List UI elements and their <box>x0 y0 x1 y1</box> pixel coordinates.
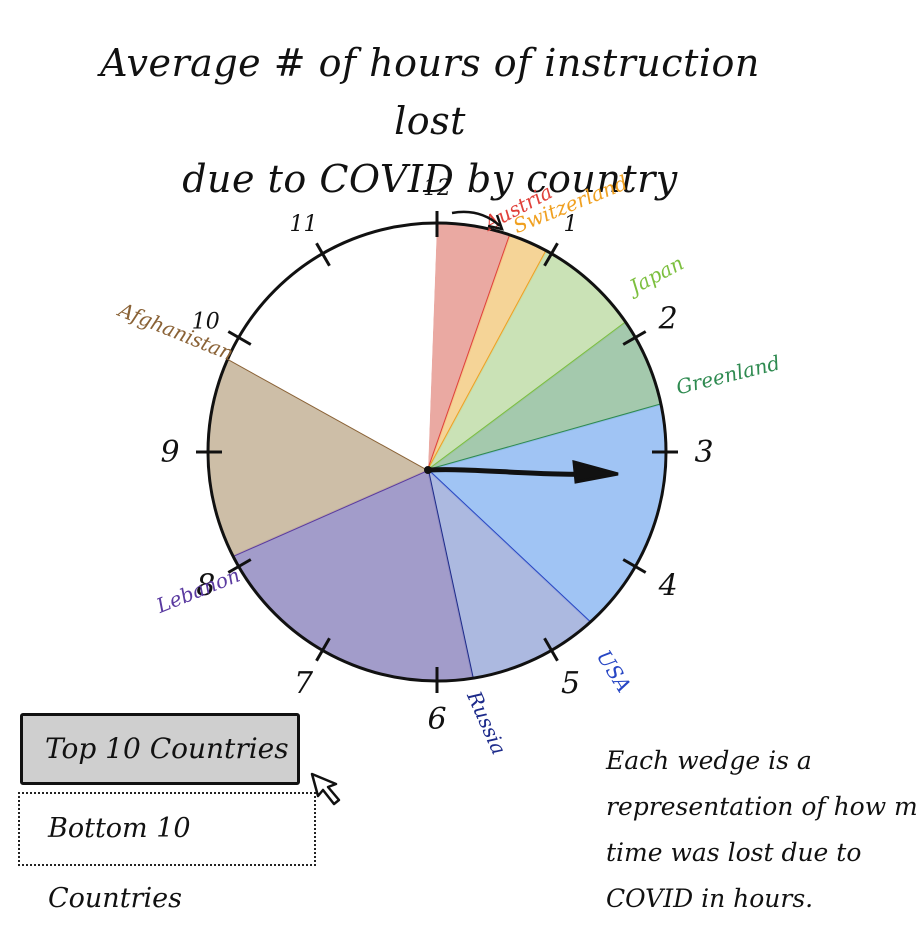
clock-number-3: 3 <box>694 435 713 470</box>
clock-tick-7 <box>315 637 331 662</box>
pie-slice-greenland <box>428 322 661 470</box>
start-arrow <box>451 210 501 227</box>
clock-number-10: 10 <box>192 310 220 335</box>
pie-slices <box>208 223 667 682</box>
pointer-cursor-icon <box>310 772 341 806</box>
pie-slice-afghanistan <box>208 358 428 556</box>
clock-number-9: 9 <box>160 435 179 470</box>
clock-number-7: 7 <box>294 666 314 701</box>
clock-number-5: 5 <box>561 666 580 701</box>
note-line-3: time was lost due to <box>606 838 862 867</box>
clock-number-8: 8 <box>196 569 215 604</box>
clock-tick-8 <box>227 558 252 574</box>
clock-tick-1 <box>543 242 559 267</box>
explanation-note: Each wedge is a representation of how mu… <box>606 738 916 922</box>
start-arrow-head <box>487 214 504 231</box>
pie-slice-russia <box>428 470 591 679</box>
clock-number-2: 2 <box>658 302 678 337</box>
clock-center <box>424 466 432 474</box>
clock-tick-11 <box>315 242 331 267</box>
label-japan: Japan <box>622 251 688 301</box>
pie-slice-usa <box>428 404 667 623</box>
clock-ticks <box>196 211 678 693</box>
pie-slice-switzerland <box>428 235 547 470</box>
clock-tick-10 <box>227 330 252 346</box>
clock-number-1: 1 <box>564 212 578 237</box>
clock-tick-2 <box>622 330 647 346</box>
clock-number-6: 6 <box>427 702 446 737</box>
note-line-1: Each wedge is a <box>606 746 812 775</box>
clock-number-4: 4 <box>658 569 678 604</box>
chart-title: Average # of hours of instruction lost d… <box>60 34 800 208</box>
pie-slice-unassigned <box>227 223 437 470</box>
clock-tick-4 <box>622 558 647 574</box>
chart-title-line-1: Average # of hours of instruction lost <box>100 41 760 143</box>
label-russia: Russia <box>462 686 512 758</box>
chart-title-line-2: due to COVID by country <box>182 157 678 201</box>
clock-number-12: 12 <box>423 176 451 201</box>
clock-hand-arrowhead <box>572 459 619 484</box>
label-greenland: Greenland <box>674 350 783 399</box>
label-usa: USA <box>592 646 636 697</box>
clock-tick-5 <box>543 637 559 662</box>
clock-number-11: 11 <box>290 212 318 237</box>
note-line-4: COVID in hours. <box>606 884 814 913</box>
pie-slice-japan <box>428 250 626 470</box>
note-line-2: representation of how much <box>606 792 916 821</box>
top-10-countries-button[interactable]: Top 10 Countries <box>20 713 300 785</box>
bottom-10-countries-button[interactable]: Bottom 10 Countries <box>18 792 316 914</box>
